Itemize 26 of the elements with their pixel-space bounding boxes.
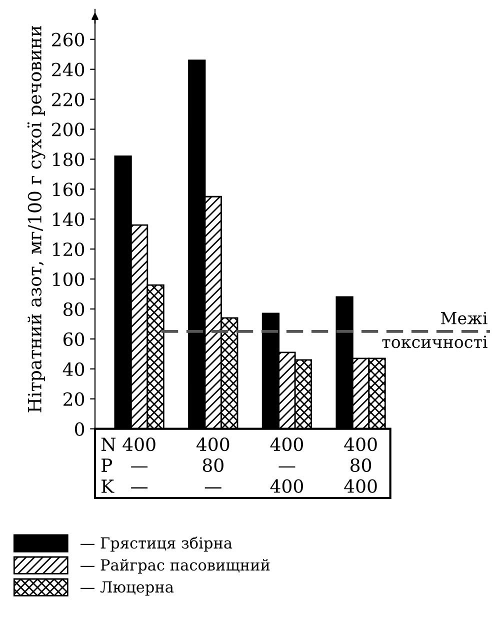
text: P <box>102 458 112 472</box>
legend-label: — Райграс пасовищний <box>80 558 270 574</box>
y-tick-label: 240 <box>52 62 84 76</box>
y-tick-label: 60 <box>64 332 84 346</box>
y-tick-label: 40 <box>62 362 84 376</box>
text: N <box>101 438 116 452</box>
y-tick-label: 20 <box>64 392 84 406</box>
y-tick-label: 220 <box>52 92 84 106</box>
x-tick-label: 400 80 400 <box>344 437 377 493</box>
y-tick-label: 160 <box>53 182 84 196</box>
x-tick-label: 400 80 — <box>196 437 230 488</box>
y-tick-label: 180 <box>53 152 84 166</box>
x-tick-label: 400 — 400 <box>270 437 303 493</box>
y-tick-label: 140 <box>53 212 84 226</box>
x-tick-label: 400 — — <box>122 437 156 488</box>
ref-line-label: Межі токсичності <box>382 312 488 348</box>
legend-label: — Люцерна <box>80 581 174 596</box>
y-tick-label: 0 <box>74 422 84 436</box>
y-tick-label: 80 <box>64 302 84 316</box>
legend-label: — Грястиця збірна <box>80 536 232 552</box>
y-tick-label: 260 <box>52 32 84 46</box>
y-axis-title: Нітратний азот, мг/100 г сухої речовини <box>27 26 46 412</box>
text: K <box>102 480 114 493</box>
y-tick-label: 200 <box>52 122 84 136</box>
y-tick-label: 120 <box>53 242 84 256</box>
y-tick-label: 100 <box>53 272 84 286</box>
